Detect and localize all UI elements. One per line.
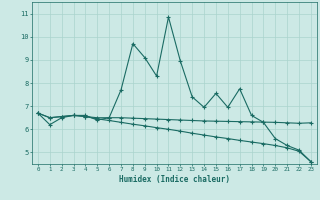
X-axis label: Humidex (Indice chaleur): Humidex (Indice chaleur) [119,175,230,184]
